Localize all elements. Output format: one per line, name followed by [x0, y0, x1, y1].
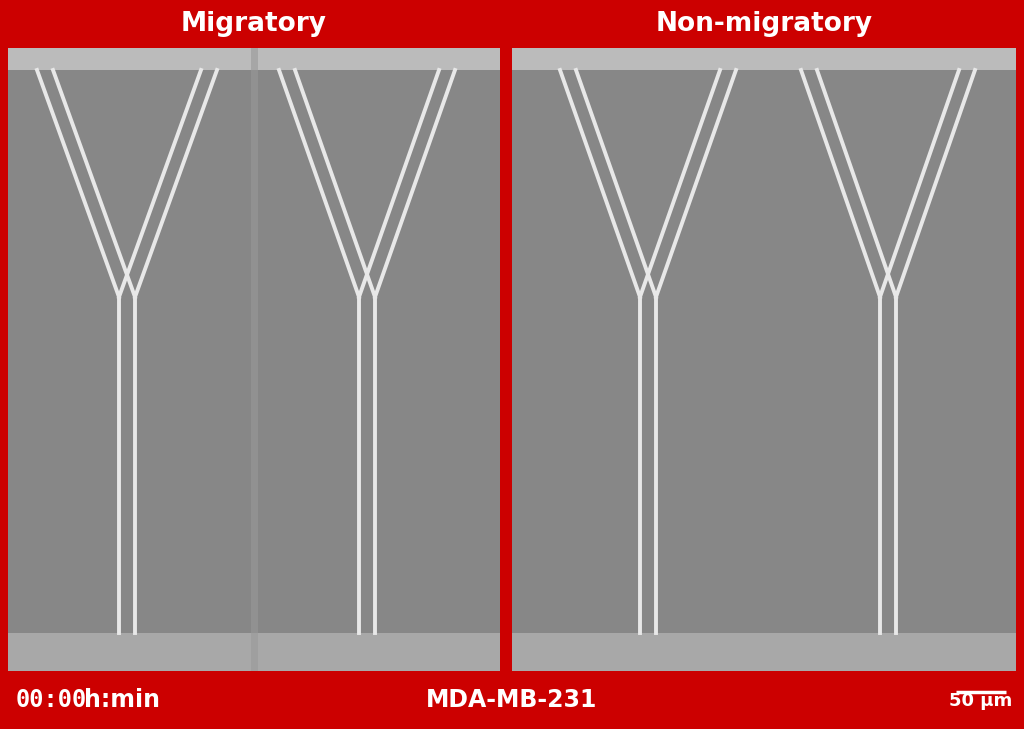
Bar: [8, 48, 500, 70]
Text: MDA-MB-231: MDA-MB-231: [426, 688, 598, 712]
Bar: [8, 48, 500, 671]
Text: h:min: h:min: [84, 688, 160, 712]
Bar: [512, 633, 1016, 671]
Bar: [251, 48, 258, 671]
Bar: [512, 48, 1016, 70]
Bar: [500, 48, 512, 671]
Text: 00:00: 00:00: [16, 688, 87, 712]
Text: Non-migratory: Non-migratory: [655, 11, 872, 37]
Bar: [8, 633, 500, 671]
Text: 50 μm: 50 μm: [949, 692, 1013, 710]
Text: Migratory: Migratory: [181, 11, 327, 37]
Bar: [512, 48, 1016, 671]
